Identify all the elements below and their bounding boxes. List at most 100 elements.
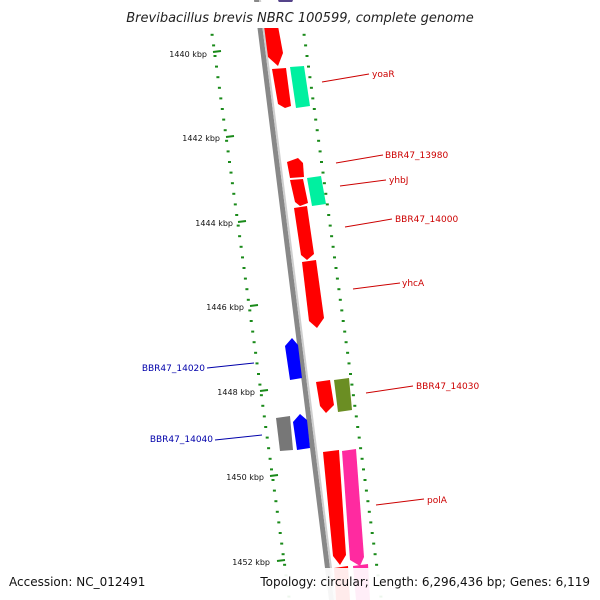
guide-dot bbox=[215, 65, 218, 68]
guide-dot bbox=[236, 224, 240, 227]
guide-dot bbox=[341, 320, 345, 322]
gene-label-yhbJ[interactable]: yhbJ bbox=[389, 176, 408, 186]
guide-dot bbox=[249, 320, 253, 322]
guide-dot bbox=[315, 129, 319, 132]
tick-label: 1446 kbp bbox=[206, 303, 244, 312]
guide-dot bbox=[238, 235, 242, 238]
guide-dot bbox=[281, 553, 285, 556]
guide-dot bbox=[213, 55, 217, 57]
guide-dot bbox=[271, 479, 275, 481]
guide-dot bbox=[259, 394, 263, 397]
guide-dot bbox=[375, 563, 379, 566]
gene-feature-rna[interactable] bbox=[290, 66, 310, 108]
footer-backdrop bbox=[0, 568, 600, 600]
guide-dot bbox=[235, 214, 239, 216]
guide-dot bbox=[311, 97, 315, 100]
gene-feature[interactable] bbox=[316, 380, 334, 413]
gene-label-bbr47-14020[interactable]: BBR47_14020 bbox=[142, 364, 205, 374]
guide-dot bbox=[354, 415, 358, 418]
guide-dot bbox=[277, 521, 281, 524]
guide-dot bbox=[278, 532, 282, 534]
guide-dot bbox=[239, 245, 243, 248]
gene-feature[interactable] bbox=[294, 206, 314, 260]
guide-dot bbox=[360, 457, 364, 460]
guide-dot bbox=[335, 277, 339, 280]
guide-dot bbox=[210, 33, 214, 36]
gene-feature[interactable] bbox=[272, 68, 291, 108]
gene-feature-rna[interactable] bbox=[307, 176, 326, 206]
gene-feature[interactable] bbox=[290, 179, 308, 206]
guide-dot bbox=[262, 415, 266, 418]
guide-dot bbox=[283, 563, 287, 566]
guide-dot bbox=[320, 161, 323, 163]
gene-label-bbr47-13980[interactable]: BBR47_13980 bbox=[385, 151, 448, 161]
guide-dot bbox=[246, 298, 250, 301]
guide-dot bbox=[369, 521, 373, 524]
guide-dot bbox=[270, 468, 273, 471]
guide-dot bbox=[357, 436, 361, 439]
gene-feature[interactable] bbox=[323, 450, 346, 565]
gene-label-yoaR[interactable]: yoaR bbox=[372, 70, 395, 80]
guide-dot bbox=[274, 500, 278, 503]
guide-dot bbox=[302, 33, 306, 36]
guide-dot bbox=[333, 256, 336, 259]
guide-dot bbox=[330, 235, 334, 238]
position-ticks: 1440 kbp 1442 kbp 1444 kbp 1446 kbp 1448… bbox=[169, 50, 286, 567]
gene-feature-pink[interactable] bbox=[342, 449, 364, 566]
guide-dot bbox=[243, 277, 247, 280]
guide-dot bbox=[312, 108, 316, 110]
guide-dot bbox=[322, 182, 326, 185]
gene-label-bbr47-14040[interactable]: BBR47_14040 bbox=[150, 435, 213, 445]
guide-dot bbox=[219, 97, 223, 100]
guide-dot bbox=[334, 267, 338, 269]
guide-dot bbox=[321, 171, 325, 174]
guide-dot bbox=[265, 436, 269, 439]
guide-dot bbox=[356, 426, 360, 428]
guide-dot bbox=[264, 426, 268, 428]
guide-dot bbox=[230, 182, 234, 185]
guide-dot bbox=[242, 267, 246, 269]
gene-label-bbr47-14030[interactable]: BBR47_14030 bbox=[416, 382, 479, 392]
gene-feature-reverse[interactable] bbox=[285, 338, 302, 380]
guide-dot bbox=[217, 86, 221, 89]
guide-dot bbox=[233, 203, 237, 206]
guide-dot bbox=[226, 150, 230, 153]
guide-dot bbox=[364, 489, 368, 492]
guide-dot bbox=[251, 330, 255, 333]
tick-label: 1450 kbp bbox=[226, 473, 264, 482]
gene-label-bbr47-14000[interactable]: BBR47_14000 bbox=[395, 215, 458, 225]
tick-label: 1452 kbp bbox=[232, 558, 270, 567]
guide-dot bbox=[317, 139, 321, 142]
guide-dot bbox=[307, 65, 310, 68]
map-title: Brevibacillus brevis NBRC 100599, comple… bbox=[126, 11, 473, 26]
gene-label-polA[interactable]: polA bbox=[427, 496, 448, 506]
gene-feature[interactable] bbox=[302, 260, 324, 328]
guide-dot bbox=[359, 447, 363, 450]
gene-feature[interactable] bbox=[287, 158, 304, 178]
guide-dot bbox=[223, 129, 227, 132]
tick-label: 1442 kbp bbox=[182, 134, 220, 143]
accession-text: Accession: NC_012491 bbox=[9, 575, 145, 589]
guide-dot bbox=[351, 394, 355, 397]
guide-dot bbox=[258, 383, 262, 386]
guide-dot bbox=[254, 351, 258, 354]
guide-dot bbox=[350, 383, 354, 386]
gene-feature-reverse[interactable] bbox=[293, 414, 310, 450]
gene-feature-grey[interactable] bbox=[276, 416, 293, 451]
guide-dot bbox=[257, 373, 260, 375]
guide-dot bbox=[280, 542, 284, 545]
guide-dot bbox=[245, 288, 249, 291]
gene-feature-olive[interactable] bbox=[334, 378, 352, 412]
label-leaders bbox=[206, 73, 425, 506]
guide-dot bbox=[344, 341, 348, 344]
guide-dot bbox=[308, 76, 312, 79]
guide-dot bbox=[272, 489, 276, 492]
guide-dot bbox=[261, 404, 265, 407]
guide-dot bbox=[324, 192, 328, 195]
guide-dot bbox=[325, 203, 329, 206]
guide-dot bbox=[327, 214, 331, 216]
guide-dot bbox=[222, 118, 226, 121]
gene-label-yhcA[interactable]: yhcA bbox=[402, 279, 425, 289]
guide-dot bbox=[370, 532, 374, 534]
